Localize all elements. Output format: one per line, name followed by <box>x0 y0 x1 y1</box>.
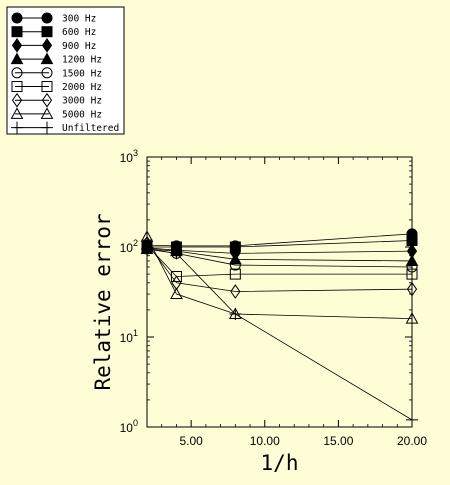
legend-marker <box>11 81 23 92</box>
legend-label: Unfiltered <box>62 123 119 134</box>
legend-marker <box>41 12 53 24</box>
legend-entry: 5000 Hz <box>10 107 102 120</box>
x-tick-label: 5.00 <box>179 434 203 448</box>
data-point <box>170 247 183 260</box>
data-point <box>141 243 153 256</box>
legend-entry: 600 Hz <box>11 26 96 38</box>
series-600-hz <box>141 235 418 253</box>
data-point <box>230 284 241 299</box>
y-tick-label: 103 <box>120 148 138 165</box>
data-point <box>170 287 183 300</box>
data-point <box>140 230 154 242</box>
series-line <box>146 248 413 262</box>
y-axis-label: Relative error <box>91 213 115 390</box>
series-line <box>146 243 413 292</box>
legend-marker <box>11 92 23 108</box>
legend-entry: 2000 Hz <box>11 81 102 93</box>
y-tick-label: 101 <box>120 328 138 345</box>
series-unfiltered <box>141 243 418 426</box>
legend-entry: 1200 Hz <box>10 52 102 66</box>
legend-marker <box>10 107 24 119</box>
legend: 300 Hz 600 Hz 900 Hz 1200 Hz 1500 Hz 2000 Hz 3… <box>6 6 125 135</box>
series-line <box>146 248 413 421</box>
legend-entry: 300 Hz <box>11 12 96 25</box>
legend-label: 2000 Hz <box>62 82 102 93</box>
series-line <box>146 236 413 320</box>
data-point <box>406 281 418 297</box>
legend-marker <box>40 107 54 119</box>
data-point <box>405 312 419 324</box>
series-1500-hz <box>141 243 418 273</box>
legend-label: 300 Hz <box>62 14 96 25</box>
data-point <box>229 259 241 271</box>
series-line <box>146 244 412 277</box>
legend-marker <box>10 52 24 65</box>
legend-marker <box>41 38 53 53</box>
data-point <box>229 308 242 321</box>
legend-marker <box>11 26 23 38</box>
plot-frame <box>146 156 413 428</box>
data-point <box>406 268 418 280</box>
legend-marker <box>11 38 23 53</box>
legend-label: 1200 Hz <box>62 55 102 66</box>
legend-label: 600 Hz <box>62 27 96 38</box>
x-tick-label: 20.00 <box>397 434 427 448</box>
legend-label: 3000 Hz <box>62 96 102 107</box>
legend-marker <box>11 12 23 24</box>
series-900-hz <box>141 240 418 261</box>
legend-marker <box>40 52 54 65</box>
legend-marker <box>41 67 53 79</box>
legend-entry: Unfiltered <box>11 121 119 134</box>
legend-marker <box>41 121 53 134</box>
legend-marker <box>11 121 23 134</box>
legend-marker <box>41 92 53 108</box>
x-tick-label: 15.00 <box>323 434 353 448</box>
series-line <box>146 247 413 254</box>
y-tick-label: 102 <box>120 238 138 255</box>
data-point <box>406 261 418 273</box>
legend-label: 5000 Hz <box>62 109 102 120</box>
series-line <box>146 233 413 247</box>
legend-marker <box>11 67 23 79</box>
legend-marker <box>41 81 53 92</box>
legend-label: 900 Hz <box>62 41 96 52</box>
data-point <box>229 268 241 280</box>
legend-marker <box>41 26 53 38</box>
series-300-hz <box>141 228 418 252</box>
x-axis-label: 1/h <box>261 451 299 475</box>
legend-label: 1500 Hz <box>62 68 102 79</box>
legend-entry: 3000 Hz <box>11 92 102 108</box>
x-tick-label: 10.00 <box>250 434 280 448</box>
series-line <box>147 240 413 248</box>
legend-entry: 1500 Hz <box>11 67 102 79</box>
legend-box <box>6 6 125 135</box>
data-point <box>406 413 418 426</box>
y-tick-label: 100 <box>120 418 138 435</box>
legend-entry: 900 Hz <box>11 38 96 53</box>
